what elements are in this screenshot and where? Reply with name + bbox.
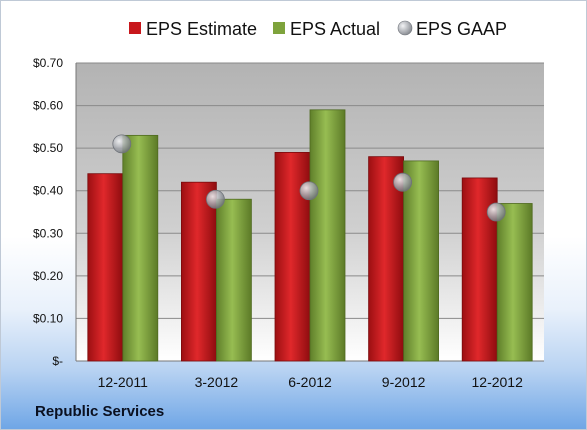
legend-label: EPS GAAP xyxy=(416,19,507,39)
y-tick-label: $0.50 xyxy=(33,141,63,155)
bar-eps-actual xyxy=(403,160,440,362)
legend-swatch xyxy=(397,20,413,36)
y-tick-label: $0.20 xyxy=(33,269,63,283)
gaap-markers xyxy=(112,134,506,222)
chart: $- $0.10 $0.20 $0.30 $0.40 $0.50 $0.60 $0.70 12… xyxy=(33,19,544,390)
y-tick-label: $0.30 xyxy=(33,226,63,240)
marker-eps-gaap xyxy=(486,202,506,222)
company-name: Republic Services xyxy=(35,403,165,420)
legend-swatch xyxy=(273,22,285,34)
bar-eps-estimate xyxy=(87,173,124,362)
bar-eps-actual xyxy=(215,198,252,362)
legend-label: EPS Estimate xyxy=(146,19,257,39)
bar-eps-actual xyxy=(496,203,533,362)
x-category-label: 12-2011 xyxy=(98,374,149,390)
y-tick-label: $0.70 xyxy=(33,56,63,70)
legend-swatch xyxy=(129,22,141,34)
bar-eps-actual xyxy=(309,109,346,362)
bar-eps-actual xyxy=(122,134,159,362)
marker-eps-gaap xyxy=(299,181,319,201)
x-category-label: 9-2012 xyxy=(382,374,426,390)
y-tick-label: $- xyxy=(52,354,63,368)
marker-eps-gaap xyxy=(112,134,132,154)
marker-eps-gaap xyxy=(393,172,413,192)
y-tick-label: $0.40 xyxy=(33,184,63,198)
legend-label: EPS Actual xyxy=(290,19,380,39)
marker-eps-gaap xyxy=(205,189,225,209)
x-category-label: 6-2012 xyxy=(288,374,332,390)
bar-eps-estimate xyxy=(180,181,217,362)
legend: EPS Estimate EPS Actual EPS GAAP xyxy=(129,19,507,39)
bar-eps-estimate xyxy=(368,156,405,362)
bars xyxy=(87,109,533,362)
y-axis: $- $0.10 $0.20 $0.30 $0.40 $0.50 $0.60 $0.70 xyxy=(33,56,63,368)
y-tick-label: $0.10 xyxy=(33,311,63,325)
y-tick-label: $0.60 xyxy=(33,99,63,113)
x-category-label: 3-2012 xyxy=(195,374,239,390)
x-category-label: 12-2012 xyxy=(472,374,524,390)
x-axis: 12-2011 3-2012 6-2012 9-2012 12-2012 xyxy=(98,374,523,390)
